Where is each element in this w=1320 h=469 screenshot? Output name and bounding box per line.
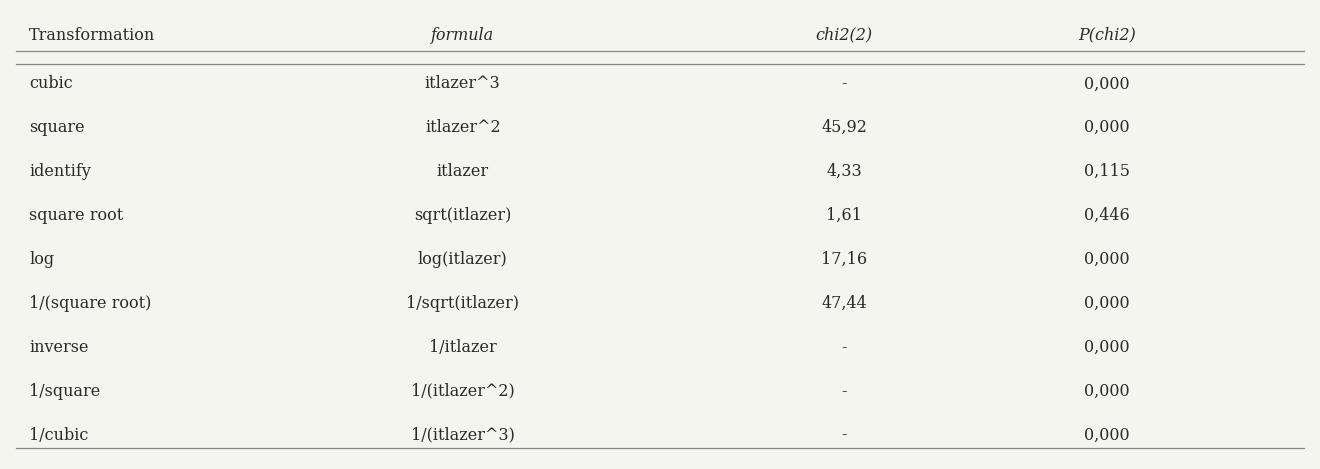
Text: log: log [29, 251, 54, 268]
Text: itlazer: itlazer [437, 163, 488, 180]
Text: 47,44: 47,44 [821, 295, 867, 312]
Text: P(chi2): P(chi2) [1078, 27, 1135, 44]
Text: -: - [841, 76, 846, 92]
Text: formula: formula [432, 27, 495, 44]
Text: itlazer^3: itlazer^3 [425, 76, 500, 92]
Text: inverse: inverse [29, 339, 88, 356]
Text: log(itlazer): log(itlazer) [418, 251, 508, 268]
Text: 1/itlazer: 1/itlazer [429, 339, 496, 356]
Text: 0,000: 0,000 [1084, 251, 1130, 268]
Text: sqrt(itlazer): sqrt(itlazer) [414, 207, 512, 224]
Text: -: - [841, 426, 846, 444]
Text: 0,000: 0,000 [1084, 426, 1130, 444]
Text: itlazer^2: itlazer^2 [425, 119, 500, 136]
Text: 1,61: 1,61 [826, 207, 862, 224]
Text: -: - [841, 383, 846, 400]
Text: 45,92: 45,92 [821, 119, 867, 136]
Text: identify: identify [29, 163, 91, 180]
Text: 1/(itlazer^2): 1/(itlazer^2) [411, 383, 515, 400]
Text: 0,000: 0,000 [1084, 295, 1130, 312]
Text: chi2(2): chi2(2) [816, 27, 873, 44]
Text: 0,115: 0,115 [1084, 163, 1130, 180]
Text: 0,000: 0,000 [1084, 383, 1130, 400]
Text: 1/(square root): 1/(square root) [29, 295, 152, 312]
Text: 0,000: 0,000 [1084, 119, 1130, 136]
Text: 0,000: 0,000 [1084, 339, 1130, 356]
Text: 0,000: 0,000 [1084, 76, 1130, 92]
Text: 0,446: 0,446 [1084, 207, 1130, 224]
Text: cubic: cubic [29, 76, 73, 92]
Text: 1/sqrt(itlazer): 1/sqrt(itlazer) [407, 295, 519, 312]
Text: 1/cubic: 1/cubic [29, 426, 88, 444]
Text: Transformation: Transformation [29, 27, 156, 44]
Text: 4,33: 4,33 [826, 163, 862, 180]
Text: square root: square root [29, 207, 123, 224]
Text: -: - [841, 339, 846, 356]
Text: 1/square: 1/square [29, 383, 100, 400]
Text: 17,16: 17,16 [821, 251, 867, 268]
Text: 1/(itlazer^3): 1/(itlazer^3) [411, 426, 515, 444]
Text: square: square [29, 119, 84, 136]
